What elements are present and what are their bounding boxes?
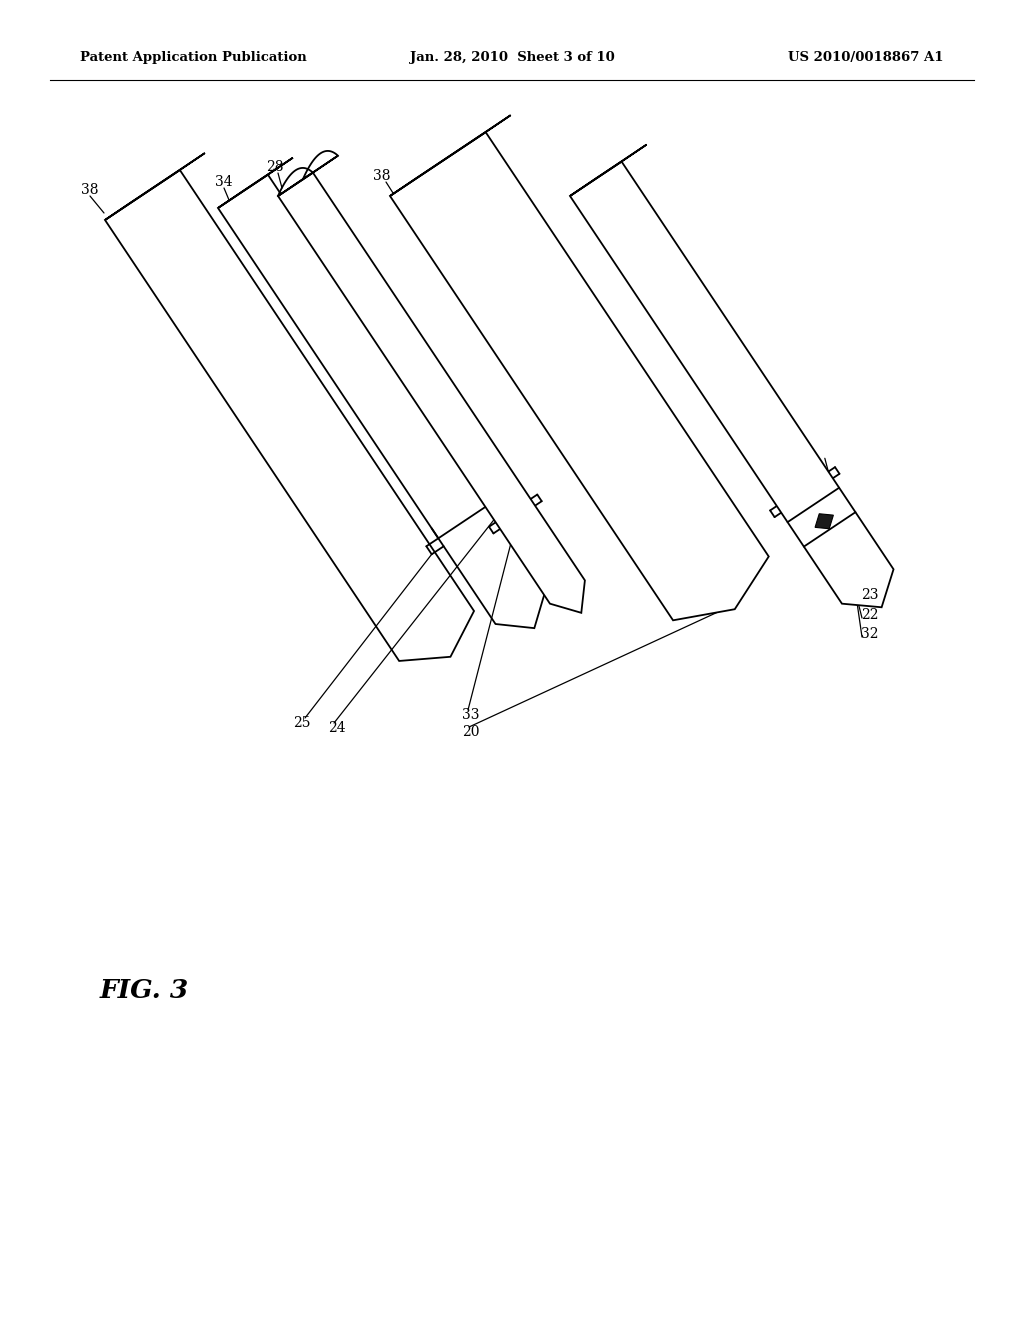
Polygon shape xyxy=(278,156,338,195)
Text: 32: 32 xyxy=(861,627,879,642)
Polygon shape xyxy=(390,132,769,620)
Polygon shape xyxy=(815,513,834,529)
Polygon shape xyxy=(570,161,894,607)
Polygon shape xyxy=(218,174,546,628)
Text: FIG. 3: FIG. 3 xyxy=(100,978,189,1002)
Text: US 2010/0018867 A1: US 2010/0018867 A1 xyxy=(788,51,944,65)
Text: Patent Application Publication: Patent Application Publication xyxy=(80,51,307,65)
Text: 33: 33 xyxy=(462,708,480,722)
Text: 24: 24 xyxy=(328,721,346,735)
Text: 28: 28 xyxy=(266,160,284,174)
Text: 38: 38 xyxy=(374,169,391,183)
Text: Jan. 28, 2010  Sheet 3 of 10: Jan. 28, 2010 Sheet 3 of 10 xyxy=(410,51,614,65)
Polygon shape xyxy=(105,170,474,661)
Text: 38: 38 xyxy=(81,183,98,197)
Text: 22: 22 xyxy=(861,609,879,622)
Polygon shape xyxy=(278,173,585,612)
Text: 34: 34 xyxy=(215,176,232,189)
Polygon shape xyxy=(218,157,293,209)
Polygon shape xyxy=(105,153,205,220)
Text: 23: 23 xyxy=(861,587,879,602)
Text: 20: 20 xyxy=(462,725,480,739)
Polygon shape xyxy=(570,145,646,195)
Text: 25: 25 xyxy=(293,715,310,730)
Polygon shape xyxy=(390,115,511,195)
